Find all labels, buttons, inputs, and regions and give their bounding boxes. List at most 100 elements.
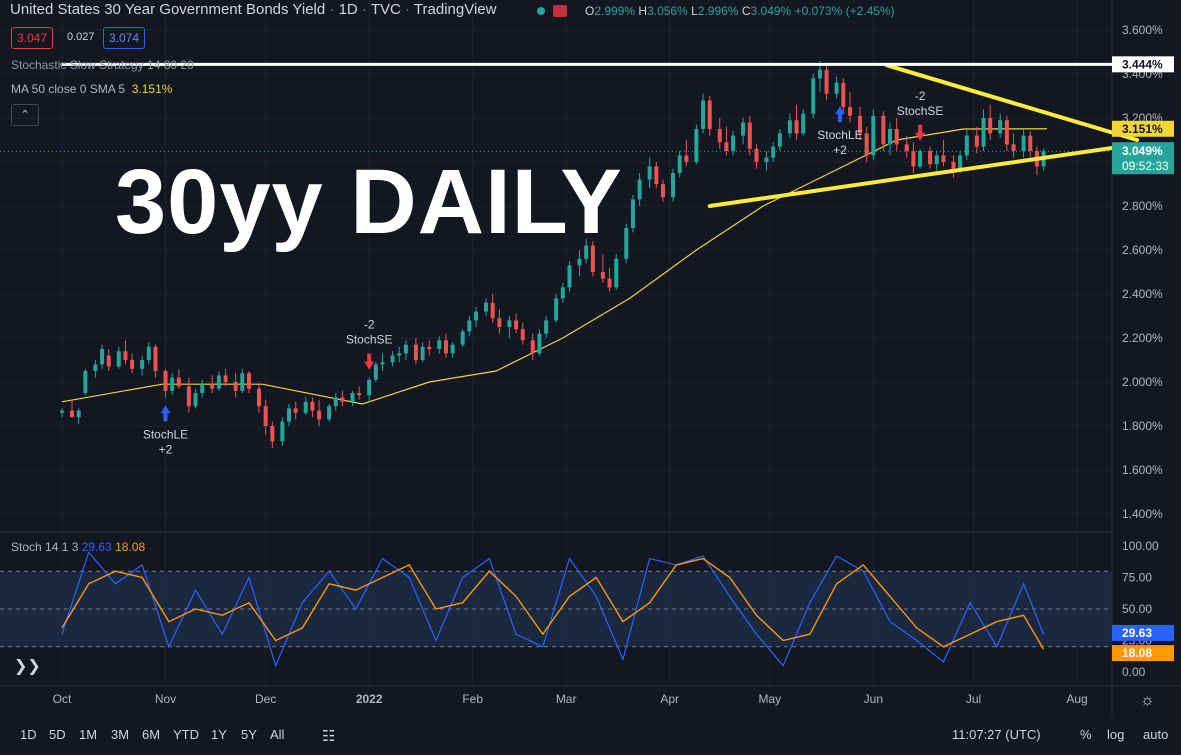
time-tick-label: Nov [155,692,176,706]
stoch-k-line [61,551,1045,668]
clock[interactable]: 11:07:27 (UTC) [952,727,1041,742]
candle-body [998,120,1003,134]
range-button-5y[interactable]: 5Y [241,727,257,742]
candle-body [888,129,893,145]
tradingview-logo[interactable]: ❯❯ [14,658,41,675]
candle-body [701,100,706,129]
price-tick-label: 2.000% [1122,375,1163,389]
price-tick-label: 2.600% [1122,243,1163,257]
candle-body [397,353,402,356]
range-button-5d[interactable]: 5D [49,727,66,742]
range-button-all[interactable]: All [270,727,285,742]
candle-body [256,388,261,407]
log-toggle[interactable]: log [1107,727,1125,742]
short-signal-qty: -2 [915,89,926,103]
price-tick-label: 1.600% [1122,463,1163,477]
date-range-icon[interactable]: ☷ [322,728,336,745]
settings-gear-icon[interactable]: ☼ [1140,692,1155,709]
symbol-header[interactable]: United States 30 Year Government Bonds Y… [10,1,497,18]
candle-body [140,360,145,369]
candle-body [490,302,495,319]
range-button-1m[interactable]: 1M [79,727,98,742]
osc-tick-label: 100.00 [1122,539,1159,553]
exchange: TVC [370,1,401,18]
candle-body [413,344,418,360]
candle-body [811,78,816,114]
candle-body [1011,144,1016,151]
osc-tick-label: 75.00 [1122,571,1152,585]
candle-body [263,406,268,426]
ma-legend[interactable]: MA 50 close 0 SMA 5 3.151% [11,82,173,96]
market-status-icon [537,7,545,15]
candle-body [794,120,799,134]
candle-body [60,410,64,413]
candle-body [450,344,455,354]
candle-body [911,151,916,167]
candle-body [223,375,228,382]
time-tick-label: Mar [556,692,577,706]
candle-body [584,245,589,259]
candle-body [841,82,846,107]
spread-value: 0.027 [67,31,95,43]
candle-body [560,287,565,299]
range-button-ytd[interactable]: YTD [173,727,199,742]
candle-body [350,393,355,402]
range-button-3m[interactable]: 3M [111,727,130,742]
candle-body [741,122,746,136]
interval: 1D [338,1,358,18]
time-tick-label: May [758,692,781,706]
candle-body [801,113,806,134]
range-button-6m[interactable]: 6M [142,727,161,742]
long-signal-qty: +2 [833,143,847,157]
auto-toggle[interactable]: auto [1143,727,1169,742]
candle-body [567,265,572,288]
buy-button[interactable]: 3.074 [103,27,146,49]
price-tick-label: 1.800% [1122,419,1163,433]
long-signal-arrow-icon [160,405,171,422]
percent-toggle[interactable]: % [1080,727,1092,742]
candle-body [333,397,338,407]
ma-badge: 3.151% [1122,122,1163,136]
short-signal-arrow-icon [915,124,926,141]
candle-body [240,373,245,391]
candle-body [93,364,98,371]
candle-body [146,346,151,360]
time-tick-label: Oct [53,692,72,706]
candle-body [474,311,479,321]
candle-body [233,382,238,391]
candle-body [246,373,251,389]
long-signal-label: StochLE [817,128,862,142]
candle-body [918,151,923,167]
candle-body [537,333,542,354]
collapse-legend-button[interactable]: ⌃ [11,104,39,126]
candle-body [403,344,408,354]
range-button-1y[interactable]: 1Y [211,727,227,742]
range-button-1d[interactable]: 1D [20,727,37,742]
candle-body [193,393,198,407]
candle-body [83,371,88,393]
candle-body [731,135,736,151]
strategy-label[interactable]: Stochastic Slow Strategy 14 80 20 [11,58,194,72]
candle-body [1028,135,1033,151]
sell-button[interactable]: 3.047 [11,27,54,49]
candle-body [303,401,308,413]
stoch-legend[interactable]: Stoch 14 1 3 29.63 18.08 [11,540,146,554]
candle-body [380,362,385,365]
candle-body [280,421,285,442]
price-tick-label: 2.800% [1122,199,1163,213]
candle-body [817,69,822,79]
data-delay-icon[interactable] [553,5,567,17]
trendline-lower [707,142,1140,208]
candle-body [153,346,158,371]
candle-body [76,410,81,418]
stoch-k-badge: 29.63 [1122,626,1152,640]
ma50-line [61,128,1047,405]
candle-body [310,401,315,411]
candle-body [123,351,128,360]
candle-body [707,100,712,129]
candle-body [654,166,659,184]
candle-body [460,331,465,345]
candle-body [671,173,676,198]
candle-body [981,118,986,147]
